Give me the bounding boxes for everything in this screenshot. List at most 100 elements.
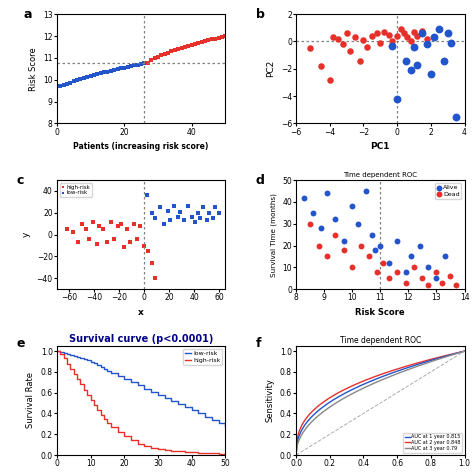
high-risk — [128, 438, 134, 443]
Point — [205, 36, 212, 44]
low-risk — [61, 350, 66, 356]
high-risk — [162, 447, 167, 453]
Point — [334, 35, 342, 43]
Point — [184, 42, 192, 50]
Point — [110, 66, 118, 73]
low-risk — [143, 191, 151, 199]
Point — [141, 60, 148, 67]
Point — [397, 26, 404, 33]
low-risk — [175, 401, 181, 407]
Dead — [348, 264, 356, 271]
Point — [191, 40, 199, 48]
high-risk — [209, 450, 215, 456]
high-risk — [94, 408, 100, 413]
high-risk — [54, 348, 60, 354]
low-risk — [105, 368, 110, 374]
low-risk — [184, 202, 191, 210]
low-risk — [209, 214, 217, 222]
low-risk — [148, 389, 154, 394]
low-risk — [181, 217, 188, 224]
Alive — [368, 231, 376, 238]
Point — [326, 76, 334, 83]
high-risk — [216, 451, 221, 457]
low-risk — [167, 217, 174, 224]
Alive — [318, 224, 325, 232]
Y-axis label: PC2: PC2 — [266, 60, 275, 77]
low-risk — [182, 404, 188, 410]
low-risk — [216, 420, 221, 426]
Point — [157, 52, 165, 59]
Point — [419, 27, 426, 35]
low-risk — [81, 356, 87, 362]
low-risk — [189, 408, 194, 413]
low-risk — [160, 220, 168, 228]
Point — [440, 57, 448, 64]
high-risk — [196, 450, 201, 456]
Dead — [393, 268, 401, 275]
Point — [393, 32, 401, 40]
low-risk — [170, 202, 178, 210]
low-risk — [174, 213, 182, 221]
Title: Time dependent ROC: Time dependent ROC — [340, 336, 421, 345]
Dead — [357, 242, 365, 249]
Point — [413, 61, 421, 68]
low-risk — [202, 414, 208, 419]
low-risk — [91, 360, 97, 365]
Point — [221, 32, 229, 40]
Point — [329, 34, 337, 41]
Dead — [433, 268, 440, 275]
high-risk — [91, 402, 97, 408]
Point — [385, 31, 392, 38]
high-risk — [88, 397, 93, 403]
high-risk — [71, 371, 77, 377]
Text: a: a — [23, 8, 32, 21]
high-risk — [202, 450, 208, 456]
Dead — [323, 253, 331, 260]
Point — [318, 62, 325, 70]
low-risk — [162, 395, 167, 401]
Point — [70, 78, 78, 85]
Point — [100, 69, 108, 76]
low-risk — [78, 356, 83, 361]
Point — [198, 38, 206, 46]
low-risk — [94, 362, 100, 367]
Point — [360, 36, 367, 44]
Point — [117, 64, 125, 72]
Point — [339, 40, 347, 48]
low-risk — [74, 355, 80, 360]
low-risk — [196, 410, 201, 416]
low-risk — [84, 357, 90, 363]
Alive — [340, 237, 347, 245]
low-risk — [54, 348, 60, 354]
Point — [181, 43, 189, 51]
high-risk — [61, 356, 66, 361]
Legend: Alive, Dead: Alive, Dead — [436, 183, 461, 199]
Point — [174, 46, 182, 53]
Point — [107, 67, 115, 74]
X-axis label: Patients (increasing risk score): Patients (increasing risk score) — [73, 142, 209, 151]
low-risk — [203, 217, 210, 224]
high-risk — [130, 220, 138, 228]
Point — [413, 32, 421, 40]
high-risk — [69, 228, 77, 236]
Point — [134, 61, 142, 68]
high-risk — [99, 225, 107, 233]
high-risk — [74, 238, 82, 246]
Point — [410, 43, 418, 51]
Alive — [385, 259, 392, 267]
Point — [215, 34, 222, 42]
high-risk — [148, 445, 154, 451]
Point — [368, 32, 376, 40]
high-risk — [89, 218, 97, 225]
high-risk — [142, 443, 147, 448]
low-risk — [115, 373, 120, 379]
Point — [444, 29, 451, 37]
Point — [407, 38, 414, 46]
Line: low-risk: low-risk — [57, 351, 225, 426]
high-risk — [64, 361, 70, 366]
high-risk — [84, 392, 90, 398]
low-risk — [67, 353, 73, 358]
low-risk — [101, 366, 107, 372]
high-risk — [74, 376, 80, 382]
Alive — [354, 220, 362, 228]
